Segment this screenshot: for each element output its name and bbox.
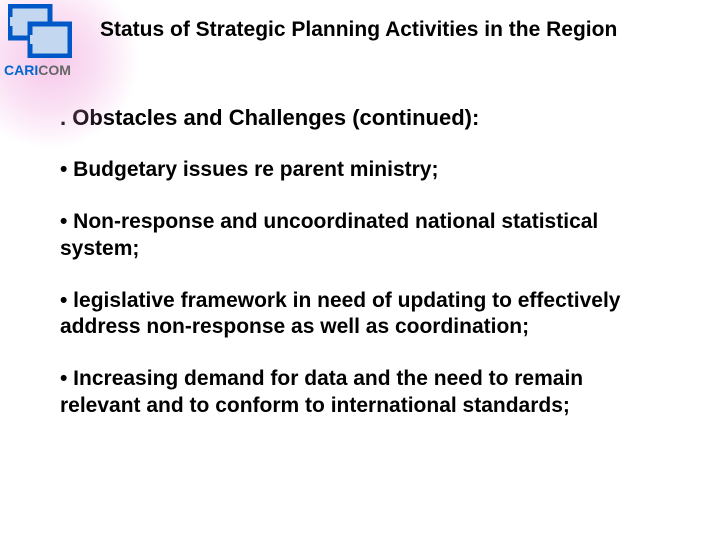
brand-part1: CARI [4, 62, 38, 78]
subtitle: . Obstacles and Challenges (continued): [60, 105, 660, 131]
slide-content: . Obstacles and Challenges (continued): … [0, 95, 720, 419]
caricom-label: CARICOM [4, 62, 71, 78]
bullet-item: • legislative framework in need of updat… [60, 288, 660, 341]
bullet-item: • Budgetary issues re parent ministry; [60, 157, 660, 183]
logo-icon [8, 4, 72, 58]
brand-part2: COM [38, 62, 71, 78]
slide-title: Status of Strategic Planning Activities … [100, 18, 617, 42]
bullet-item: • Non-response and uncoordinated nationa… [60, 209, 660, 262]
bullet-item: • Increasing demand for data and the nee… [60, 366, 660, 419]
caricom-logo [8, 4, 72, 63]
header-area: CARICOM Status of Strategic Planning Act… [0, 0, 720, 95]
